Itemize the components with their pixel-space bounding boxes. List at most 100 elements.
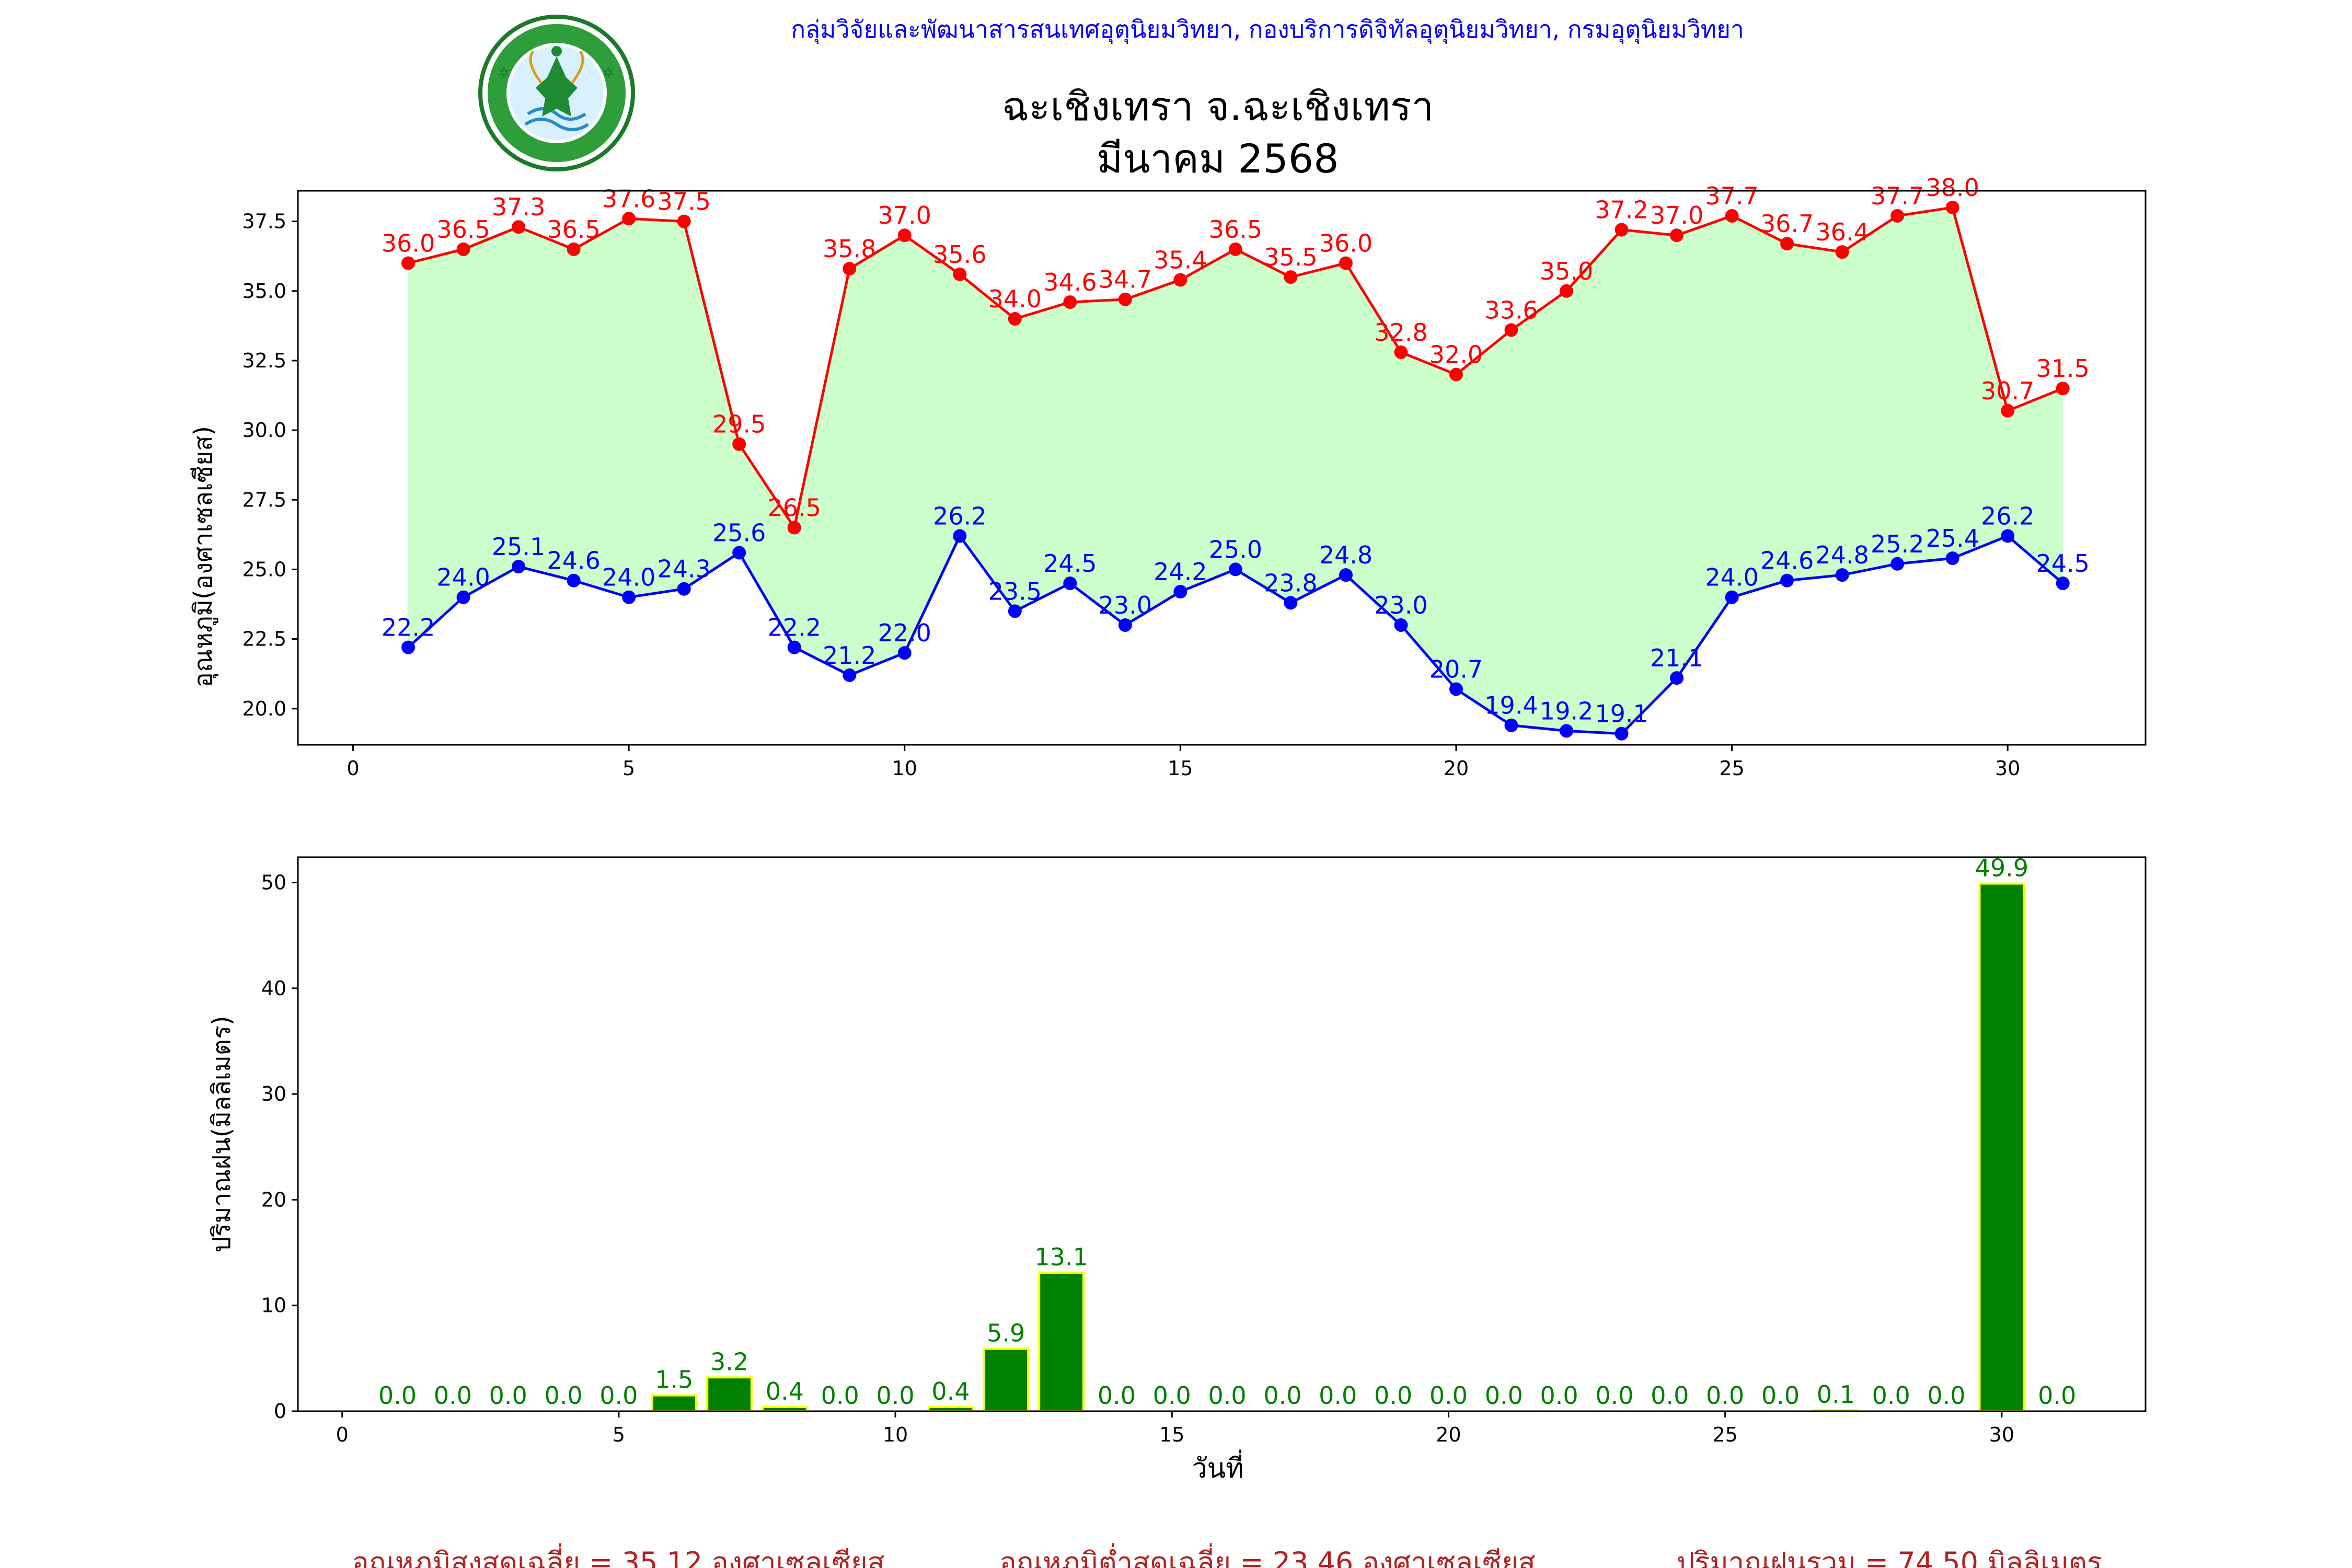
max-temp-data-label: 37.6 <box>602 185 655 213</box>
min-temp-point <box>1615 727 1629 741</box>
rainfall-data-label: 0.0 <box>876 1381 914 1410</box>
max-temp-point <box>2001 403 2015 418</box>
rainfall-data-label: 0.4 <box>931 1377 970 1405</box>
rainfall-plot-frame <box>297 856 2147 1412</box>
max-temp-data-label: 35.0 <box>1540 257 1593 285</box>
rainfall-data-label: 0.0 <box>821 1381 859 1410</box>
rainfall-data-label: 0.0 <box>1927 1381 1965 1410</box>
min-temp-point <box>622 590 636 604</box>
chart-title-line1: ฉะเชิงเทรา จ.ฉะเชิงเทรา <box>1002 83 1434 130</box>
min-temp-point <box>732 546 746 560</box>
max-temp-data-label: 36.4 <box>1815 218 1869 246</box>
max-temp-point <box>1008 312 1022 326</box>
temperature-y-tick-label: 32.5 <box>242 349 286 372</box>
max-temp-point <box>1118 292 1132 306</box>
max-temp-data-label: 36.7 <box>1760 210 1814 238</box>
min-temp-point <box>1063 577 1077 591</box>
min-temp-data-label: 23.8 <box>1264 569 1317 597</box>
min-temp-point <box>1725 590 1739 604</box>
rainfall-y-axis-label: ปริมาณฝน(มิลลิเมตร) <box>207 1016 236 1252</box>
min-temp-data-label: 21.2 <box>823 641 876 670</box>
min-temp-point <box>1173 585 1187 599</box>
temperature-y-axis-label: อุณหภูมิ(องศาเซลเซียส) <box>189 426 218 687</box>
rainfall-data-label: 0.0 <box>1706 1381 1744 1410</box>
rainfall-data-label: 0.0 <box>1485 1381 1523 1410</box>
min-temp-data-label: 19.2 <box>1540 697 1593 725</box>
min-temp-data-label: 24.0 <box>436 563 490 592</box>
min-temp-point <box>567 573 581 587</box>
temperature-y-tick-label: 37.5 <box>242 210 286 233</box>
max-temp-data-label: 32.8 <box>1374 318 1427 347</box>
min-temp-point <box>401 640 416 654</box>
temperature-y-tick-label: 35.0 <box>242 280 286 303</box>
min-temp-data-label: 24.5 <box>1043 549 1097 578</box>
max-temp-data-label: 35.6 <box>933 240 986 269</box>
temperature-y-tick-label: 20.0 <box>242 697 286 720</box>
rainfall-data-label: 0.0 <box>1153 1381 1191 1410</box>
max-temp-data-label: 37.3 <box>492 193 545 221</box>
max-temp-point <box>732 437 746 451</box>
rainfall-x-axis-label: วันที่ <box>1192 1449 1243 1484</box>
min-temp-data-label: 24.2 <box>1154 558 1207 586</box>
max-temp-data-label: 36.5 <box>1209 215 1262 244</box>
temperature-x-tick-label: 0 <box>347 757 359 780</box>
max-temp-data-label: 37.7 <box>1871 182 1924 210</box>
max-temp-point <box>1835 245 1849 259</box>
rainfall-bar <box>651 1394 698 1413</box>
max-temp-data-label: 36.5 <box>547 215 600 244</box>
rainfall-chart: 0.0 0.0 0.0 0.0 0.0 1.5 3.2 0.4 0.0 0.0 0.4 5.9 13.1… <box>261 854 2147 1446</box>
rainfall-bar <box>1978 882 2025 1412</box>
min-temp-data-label: 26.2 <box>1981 502 2034 531</box>
rainfall-x-tick-label: 30 <box>1989 1423 2014 1446</box>
rainfall-data-label: 0.0 <box>544 1381 582 1410</box>
min-temp-data-label: 25.4 <box>1926 524 1979 552</box>
min-temp-point <box>1284 596 1298 610</box>
max-temp-point <box>2056 382 2070 396</box>
rainfall-x-tick-label: 20 <box>1436 1423 1461 1446</box>
max-temp-point <box>512 220 526 234</box>
max-temp-data-label: 32.0 <box>1429 341 1483 369</box>
min-temp-point <box>1394 618 1408 632</box>
max-temp-point <box>843 262 857 276</box>
max-temp-data-label: 36.5 <box>436 215 490 244</box>
rainfall-data-label: 0.0 <box>1761 1381 1800 1410</box>
min-temp-point <box>1670 671 1684 685</box>
max-temp-data-label: 35.4 <box>1154 246 1207 274</box>
max-temp-data-label: 26.5 <box>767 494 821 522</box>
rainfall-data-label: 0.4 <box>766 1377 804 1405</box>
max-temp-data-label: 35.8 <box>823 235 876 263</box>
max-temp-point <box>567 242 581 256</box>
rainfall-data-label: 13.1 <box>1034 1243 1088 1271</box>
temperature-y-tick-label: 22.5 <box>242 628 286 651</box>
min-temp-point <box>2001 529 2015 543</box>
max-temp-point <box>1449 367 1463 382</box>
rainfall-data-label: 0.1 <box>1817 1380 1855 1409</box>
svg-text:✲: ✲ <box>498 65 510 81</box>
rainfall-data-label: 3.2 <box>710 1347 748 1376</box>
min-temp-data-label: 23.0 <box>1374 591 1427 619</box>
min-temp-point <box>1504 718 1518 732</box>
min-temp-data-label: 24.3 <box>657 555 710 583</box>
max-temp-point <box>1173 273 1187 287</box>
rainfall-x-tick-label: 25 <box>1712 1423 1737 1446</box>
max-temp-data-label: 34.0 <box>988 285 1042 313</box>
max-temp-point <box>1560 284 1574 298</box>
temperature-chart: 36.0 36.537.336.537.6 37.529.526.535.837.0… <box>242 174 2147 780</box>
summary-avg-min: อุณหภูมิต่ำสุดเฉลี่ย = 23.46 องศาเซลเซีย… <box>999 1543 1535 1568</box>
max-temp-point <box>1394 345 1408 359</box>
temperature-x-tick-label: 25 <box>1719 757 1744 780</box>
max-temp-data-label: 36.0 <box>1319 229 1373 257</box>
min-temp-data-label: 25.2 <box>1871 530 1924 558</box>
min-temp-point <box>1890 557 1905 571</box>
min-temp-point <box>677 582 691 596</box>
max-temp-point <box>1228 242 1242 256</box>
max-temp-data-label: 36.0 <box>382 229 435 257</box>
min-temp-point <box>1339 568 1353 582</box>
rainfall-data-label: 0.0 <box>1374 1381 1412 1410</box>
max-temp-point <box>953 267 967 281</box>
rainfall-data-label: 0.0 <box>1872 1381 1910 1410</box>
rainfall-y-tick-label: 50 <box>261 871 286 894</box>
temperature-x-tick-label: 20 <box>1444 757 1469 780</box>
min-temp-point <box>1449 682 1463 696</box>
